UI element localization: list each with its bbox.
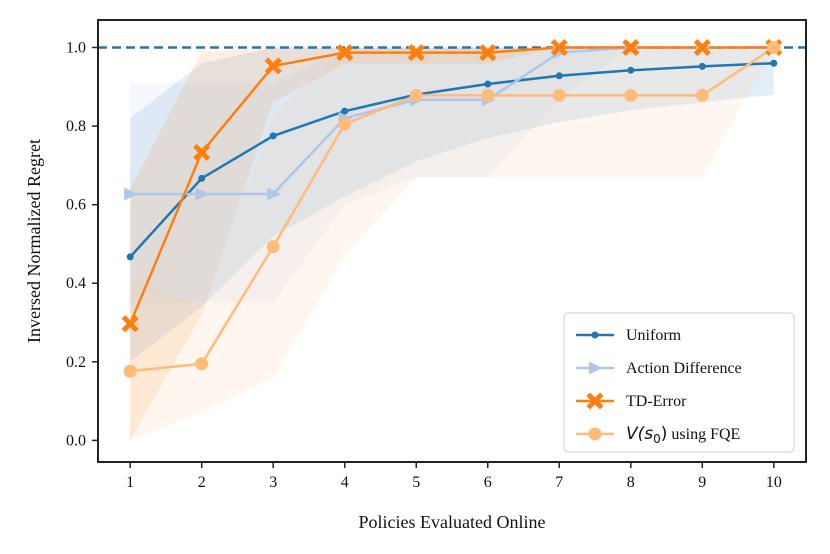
y-tick-label: 0.8	[66, 118, 86, 135]
data-point-s2-5	[479, 44, 497, 62]
data-point-s2-2	[264, 57, 282, 75]
y-tick-label: 0.6	[66, 197, 86, 214]
y-axis: 0.0 0.2 0.4 0.6 0.8 1.0	[66, 40, 98, 449]
confidence-band-1	[130, 47, 774, 303]
data-point-s2-8	[693, 38, 711, 57]
data-point-s0-2	[269, 132, 277, 140]
x-tick-label: 6	[484, 474, 492, 491]
confidence-band-0	[130, 47, 774, 362]
data-point-s3-9	[767, 41, 781, 55]
data-point-s0-1	[198, 174, 206, 182]
data-point-s2-7	[622, 38, 640, 57]
data-point-s3-6	[552, 88, 566, 102]
y-tick-label: 1.0	[66, 40, 86, 57]
legend-label: V(s0) using FQE	[626, 424, 740, 446]
data-point-s3-8	[695, 88, 709, 102]
y-tick-label: 0.2	[66, 354, 86, 371]
legend: Uniform Action Difference TD-Error V(s0) us…	[563, 312, 795, 453]
plot-frame	[97, 19, 807, 463]
data-point-s0-5	[484, 80, 492, 88]
data-point-s0-3	[341, 107, 349, 115]
y-tick-label: 0.4	[66, 275, 86, 292]
legend-label: Uniform	[626, 327, 682, 344]
data-point-s3-4	[409, 88, 423, 102]
series-line-3	[130, 46, 775, 373]
data-point-s0-8	[698, 62, 706, 70]
x-axis: 1 2 3 4 5 6 7 8 9 10	[126, 462, 782, 491]
data-point-s3-1	[195, 357, 209, 371]
data-point-s0-6	[555, 72, 563, 80]
legend-label: Action Difference	[626, 360, 742, 377]
data-point-s3-2	[266, 240, 280, 254]
data-point-s3-5	[481, 88, 495, 102]
series-line-0	[129, 61, 774, 258]
data-point-s2-6	[550, 38, 568, 57]
data-point-s2-0	[121, 315, 139, 333]
x-tick-label: 1	[126, 474, 134, 491]
x-tick-label: 4	[341, 474, 349, 491]
y-axis-title: Inversed Normalized Regret	[24, 139, 44, 343]
legend-label: TD-Error	[626, 393, 687, 410]
data-point-s1-2	[267, 187, 281, 201]
x-tick-label: 10	[766, 474, 782, 491]
x-axis-title: Policies Evaluated Online	[359, 512, 546, 532]
legend-box	[563, 312, 795, 453]
data-point-s0-9	[770, 59, 778, 67]
x-tick-label: 9	[698, 474, 706, 491]
data-point-s2-4	[407, 44, 425, 62]
data-point-s2-3	[336, 44, 354, 62]
data-point-s3-0	[123, 364, 137, 378]
data-point-s1-1	[195, 187, 210, 201]
legend-swatch-marker	[591, 331, 599, 339]
legend-swatch-marker	[589, 361, 603, 375]
x-tick-label: 8	[627, 474, 635, 491]
data-point-s2-1	[193, 143, 211, 161]
y-tick-label: 0.0	[66, 432, 86, 449]
data-point-s3-7	[624, 88, 638, 102]
x-tick-label: 5	[412, 474, 420, 491]
series-lines	[129, 46, 775, 373]
data-point-s3-3	[338, 117, 352, 131]
legend-swatch-marker	[588, 427, 602, 441]
data-point-s1-0	[124, 187, 138, 201]
legend-swatch-marker	[586, 392, 604, 410]
x-tick-label: 7	[555, 474, 563, 491]
x-tick-label: 3	[269, 474, 277, 491]
data-point-s0-7	[627, 66, 635, 74]
confidence-band-3	[130, 47, 774, 441]
data-point-s0-0	[126, 253, 134, 261]
x-tick-label: 2	[198, 474, 206, 491]
confidence-bands	[130, 47, 774, 441]
series-line-2	[129, 46, 774, 325]
confidence-band-2	[130, 47, 774, 441]
series-markers	[121, 38, 783, 378]
